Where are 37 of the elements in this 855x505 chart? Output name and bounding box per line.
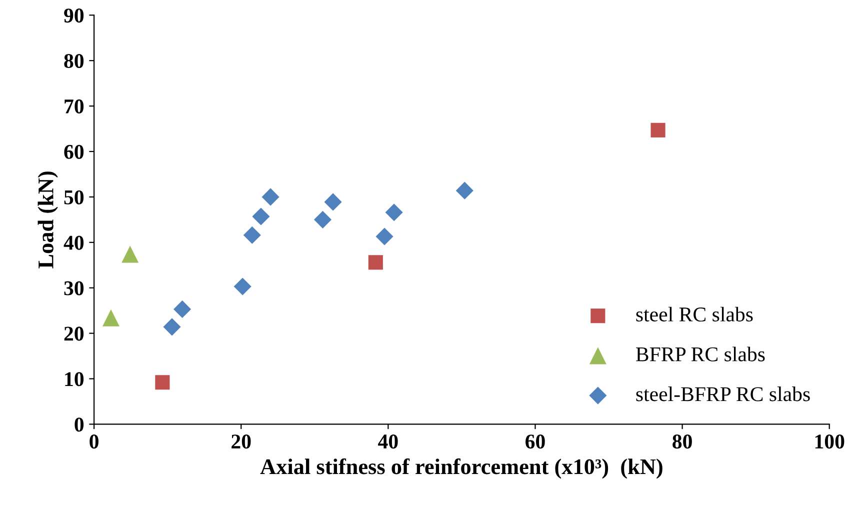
y-tick-label: 20 xyxy=(64,326,84,341)
point xyxy=(650,122,666,138)
point xyxy=(234,278,252,296)
point xyxy=(376,228,394,246)
point xyxy=(252,208,270,226)
y-tick-label: 50 xyxy=(64,190,84,204)
y-tick-label: 60 xyxy=(64,144,84,159)
y-tick-label: 0 xyxy=(74,418,84,432)
point xyxy=(368,255,383,270)
x-tick-label: 60 xyxy=(526,434,545,449)
point xyxy=(122,246,139,263)
x-tick-label: 0 xyxy=(90,434,98,449)
y-tick-label: 70 xyxy=(64,99,84,114)
legend-label: BFRP RC slabs xyxy=(636,346,765,362)
point xyxy=(155,375,170,390)
x-axis-title: Axial stifness of reinforcement (x10³) (kN) xyxy=(260,458,662,479)
point xyxy=(174,300,192,318)
x-tick-label: 100 xyxy=(815,434,844,449)
y-tick-label: 10 xyxy=(65,372,84,386)
point xyxy=(314,210,332,228)
y-tick-label: 40 xyxy=(64,236,84,250)
point xyxy=(102,309,120,326)
point xyxy=(456,182,474,200)
point xyxy=(385,204,403,222)
y-tick-label: 30 xyxy=(64,281,84,296)
point xyxy=(324,193,342,211)
x-tick-label: 40 xyxy=(378,434,398,449)
legend-label: steel RC slabs xyxy=(636,306,753,322)
point xyxy=(163,318,181,336)
x-tick-label: 20 xyxy=(232,434,251,449)
point xyxy=(262,188,280,206)
y-tick-label: 80 xyxy=(64,54,84,68)
y-axis-title: Load (kN) xyxy=(38,172,58,268)
x-tick-label: 80 xyxy=(672,434,692,449)
point xyxy=(243,226,261,244)
legend-label: steel-BFRP RC slabs xyxy=(636,386,810,402)
y-tick-label: 90 xyxy=(64,8,84,23)
